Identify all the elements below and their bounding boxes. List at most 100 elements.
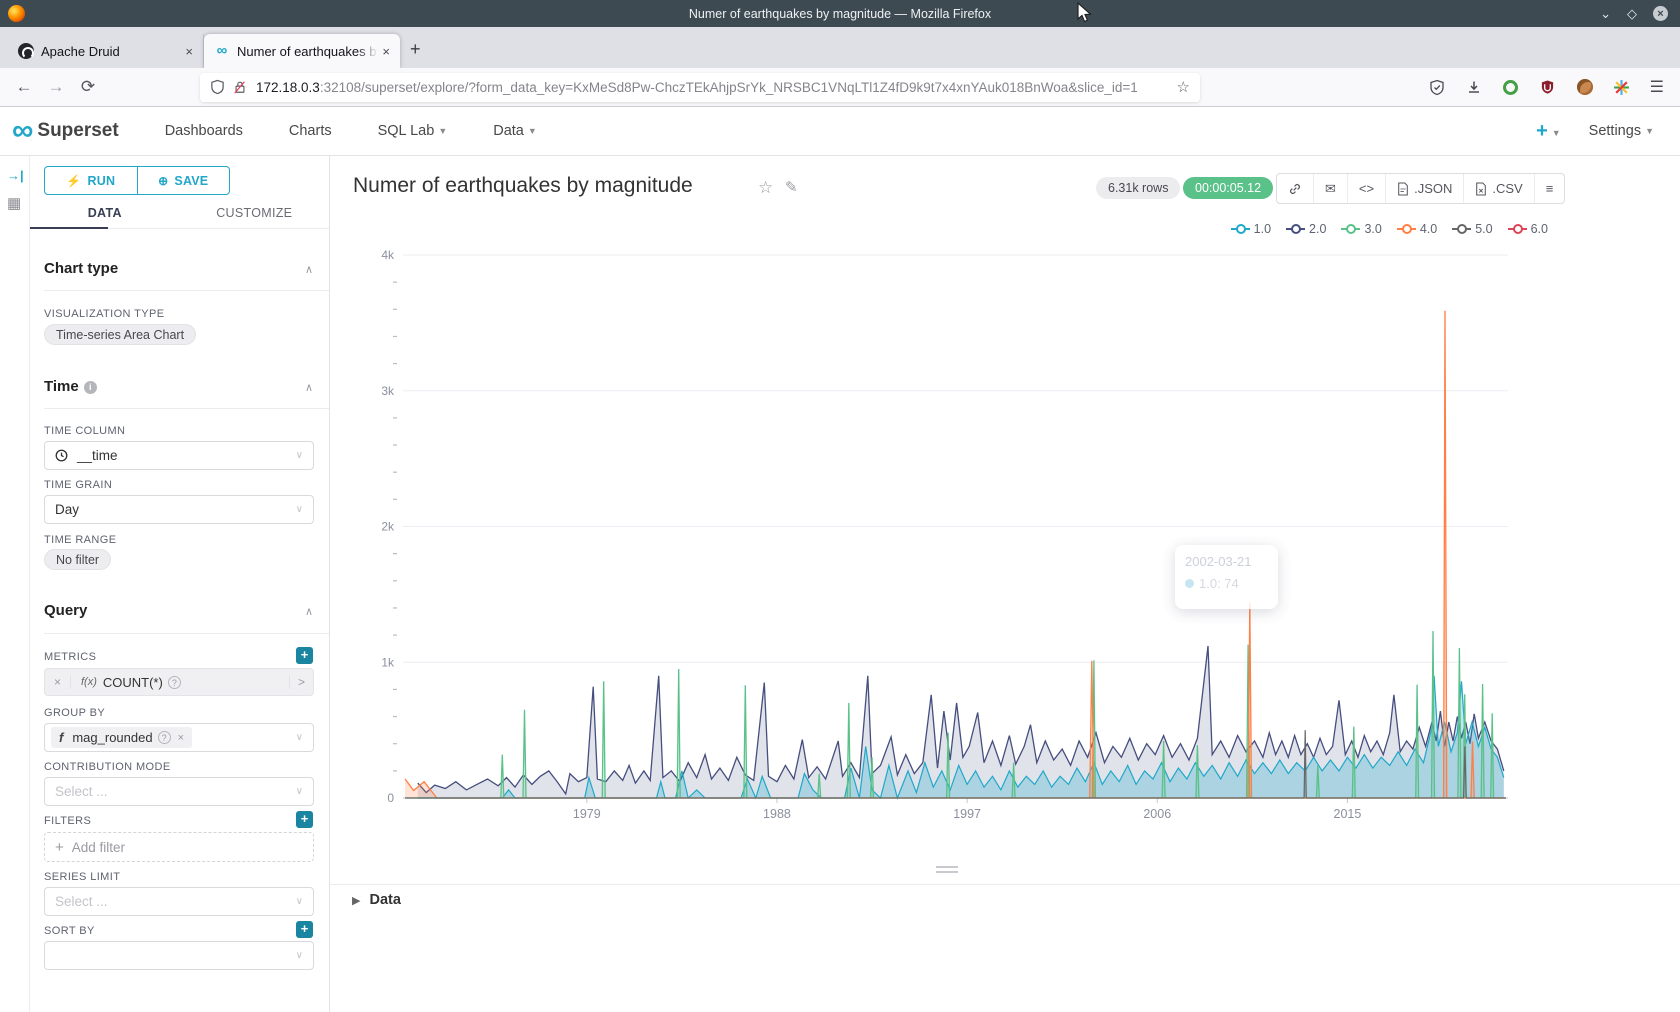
- superset-logo[interactable]: ∞ Superset: [12, 116, 119, 146]
- add-metric-button[interactable]: +: [296, 647, 313, 664]
- more-options-button[interactable]: ≡: [1535, 174, 1565, 203]
- expand-metric-icon[interactable]: >: [289, 675, 313, 689]
- svg-text:4k: 4k: [381, 248, 395, 262]
- time-column-value: __time: [77, 448, 118, 463]
- reload-button[interactable]: ⟳: [72, 77, 104, 97]
- save-button[interactable]: ⊕SAVE: [138, 167, 230, 194]
- tab-customize[interactable]: CUSTOMIZE: [180, 202, 330, 228]
- add-filter-box[interactable]: + Add filter: [44, 832, 314, 862]
- run-button[interactable]: ⚡RUN: [45, 167, 138, 194]
- sort-by-select[interactable]: ∨: [44, 941, 314, 970]
- question-icon: ?: [158, 731, 171, 744]
- nav-data[interactable]: Data▼: [493, 123, 537, 139]
- contribution-mode-select[interactable]: Select ... ∨: [44, 777, 314, 806]
- favorite-star-icon[interactable]: ☆: [758, 178, 773, 198]
- panel-resize-handle[interactable]: [936, 866, 958, 873]
- add-filter-label: Add filter: [72, 840, 125, 855]
- new-item-button[interactable]: +▼: [1536, 120, 1561, 143]
- svg-text:3k: 3k: [381, 384, 395, 398]
- edit-pencil-icon[interactable]: ✎: [785, 178, 798, 196]
- druid-favicon-icon: [18, 43, 34, 59]
- adblock-extension-icon[interactable]: [1502, 78, 1520, 96]
- superset-infinity-icon: ∞: [12, 116, 31, 146]
- series-limit-select[interactable]: Select ... ∨: [44, 887, 314, 916]
- svg-text:1979: 1979: [573, 807, 601, 821]
- nav-charts[interactable]: Charts: [289, 123, 332, 139]
- tab-close-icon[interactable]: ×: [185, 44, 193, 59]
- placeholder: Select ...: [55, 894, 108, 909]
- file-icon: [1397, 182, 1409, 196]
- new-tab-button[interactable]: +: [410, 39, 421, 60]
- metric-chip-count[interactable]: × f(x) COUNT(*) ? >: [44, 668, 314, 696]
- add-sort-by-button[interactable]: +: [296, 921, 313, 938]
- time-range-pill[interactable]: No filter: [44, 549, 111, 570]
- bookmark-star-icon[interactable]: ☆: [1177, 78, 1190, 96]
- run-save-group: ⚡RUN ⊕SAVE: [44, 166, 230, 195]
- consent-extension-icon[interactable]: [1613, 78, 1631, 96]
- plus-icon: +: [55, 839, 64, 856]
- tab-title: Apache Druid: [41, 44, 181, 59]
- back-button[interactable]: ←: [8, 77, 40, 97]
- chevron-down-icon: ∨: [296, 786, 303, 797]
- window-close-button[interactable]: ×: [1653, 6, 1668, 21]
- chevron-up-icon[interactable]: ∧: [305, 263, 313, 276]
- export-json-button[interactable]: .JSON: [1386, 174, 1464, 203]
- window-maximize-button[interactable]: ◇: [1627, 6, 1637, 22]
- info-icon: i: [84, 381, 97, 394]
- url-text[interactable]: 172.18.0.3:32108/superset/explore/?form_…: [256, 80, 1169, 95]
- nav-sql-lab[interactable]: SQL Lab▼: [378, 123, 448, 139]
- email-button[interactable]: ✉: [1314, 174, 1348, 203]
- superset-navbar: ∞ Superset Dashboards Charts SQL Lab▼ Da…: [0, 107, 1680, 156]
- nav-dashboards[interactable]: Dashboards: [165, 123, 243, 139]
- downloads-icon[interactable]: [1465, 78, 1483, 96]
- collapse-panel-icon[interactable]: →|: [7, 168, 24, 183]
- lightning-icon: ⚡: [66, 174, 81, 188]
- chevron-down-icon: ▼: [1552, 128, 1561, 138]
- group-by-select[interactable]: f mag_rounded ? × ∨: [44, 723, 314, 752]
- tab-apache-druid[interactable]: Apache Druid ×: [8, 34, 204, 68]
- firefox-logo-icon: [8, 5, 25, 22]
- ublock-extension-icon[interactable]: [1539, 78, 1557, 96]
- clock-icon: [55, 449, 68, 462]
- svg-text:1k: 1k: [381, 655, 395, 669]
- tracking-shield-icon[interactable]: [210, 79, 225, 95]
- protection-shield-icon[interactable]: [1428, 78, 1446, 96]
- chevron-up-icon[interactable]: ∧: [305, 381, 313, 394]
- group-by-chip[interactable]: f mag_rounded ? ×: [51, 727, 192, 748]
- fx-icon: f(x): [81, 676, 97, 688]
- chevron-down-icon: ∨: [296, 896, 303, 907]
- viz-type-pill[interactable]: Time-series Area Chart: [44, 324, 196, 345]
- forward-button[interactable]: →: [40, 77, 72, 97]
- superset-favicon-icon: ∞: [214, 43, 230, 59]
- chart-actions-group: ✉ <> .JSON .CSV ≡: [1276, 173, 1565, 204]
- add-filter-plus-button[interactable]: +: [296, 811, 313, 828]
- time-grain-select[interactable]: Day ∨: [44, 495, 314, 524]
- data-panel-label: Data: [369, 892, 400, 908]
- metric-name: COUNT(*): [103, 675, 163, 690]
- svg-text:2k: 2k: [381, 520, 395, 534]
- tab-superset-chart[interactable]: ∞ Numer of earthquakes by magn ×: [204, 34, 400, 68]
- export-csv-button[interactable]: .CSV: [1464, 174, 1534, 203]
- remove-metric-icon[interactable]: ×: [45, 675, 71, 689]
- hamburger-menu-icon[interactable]: ☰: [1650, 77, 1664, 97]
- data-panel-toggle[interactable]: ▶ Data: [352, 892, 401, 908]
- chevron-down-icon: ▼: [528, 126, 537, 136]
- time-grain-value: Day: [55, 502, 79, 517]
- tab-close-icon[interactable]: ×: [382, 44, 390, 59]
- window-minimize-button[interactable]: ⌄: [1600, 6, 1611, 22]
- chevron-up-icon[interactable]: ∧: [305, 605, 313, 618]
- embed-code-button[interactable]: <>: [1348, 174, 1386, 203]
- tab-data[interactable]: DATA: [30, 202, 180, 228]
- copy-link-button[interactable]: [1277, 174, 1314, 203]
- dataset-grid-icon[interactable]: ▦: [7, 194, 21, 212]
- panel-tabs: DATA CUSTOMIZE: [30, 202, 329, 229]
- cookie-extension-icon[interactable]: [1576, 78, 1594, 96]
- remove-chip-icon[interactable]: ×: [178, 732, 184, 744]
- time-column-select[interactable]: __time ∨: [44, 441, 314, 470]
- timeseries-area-chart[interactable]: 01k2k3k4k19791988199720062015: [330, 220, 1680, 860]
- settings-menu[interactable]: Settings▼: [1589, 123, 1654, 139]
- svg-text:1997: 1997: [953, 807, 981, 821]
- insecure-lock-icon[interactable]: [233, 79, 247, 95]
- code-icon: <>: [1359, 181, 1374, 196]
- url-bar[interactable]: 172.18.0.3:32108/superset/explore/?form_…: [200, 73, 1200, 102]
